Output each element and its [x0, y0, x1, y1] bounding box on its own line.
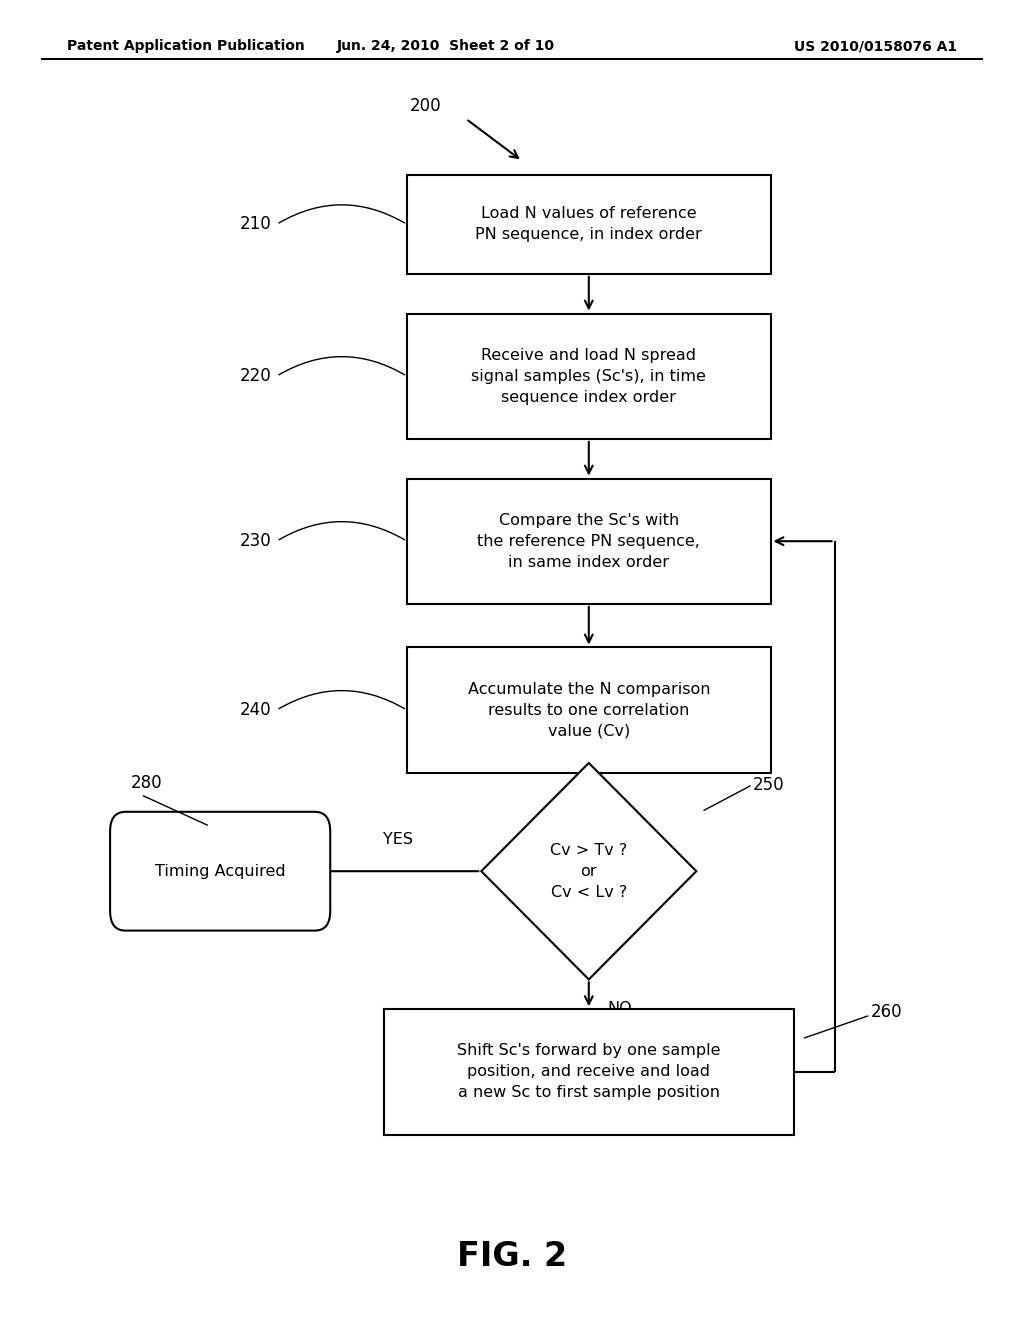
FancyBboxPatch shape	[407, 647, 770, 772]
Text: Jun. 24, 2010  Sheet 2 of 10: Jun. 24, 2010 Sheet 2 of 10	[337, 40, 554, 53]
Text: 280: 280	[131, 774, 162, 792]
Text: Load N values of reference
PN sequence, in index order: Load N values of reference PN sequence, …	[475, 206, 702, 243]
Text: 200: 200	[410, 96, 441, 115]
Text: 240: 240	[240, 701, 271, 719]
Text: NO: NO	[607, 1001, 632, 1015]
FancyBboxPatch shape	[407, 176, 770, 275]
Text: 210: 210	[240, 215, 271, 234]
Text: Patent Application Publication: Patent Application Publication	[67, 40, 304, 53]
FancyBboxPatch shape	[407, 314, 770, 438]
Text: 230: 230	[240, 532, 271, 550]
Polygon shape	[481, 763, 696, 979]
FancyBboxPatch shape	[111, 812, 330, 931]
Text: YES: YES	[383, 833, 413, 847]
Text: Timing Acquired: Timing Acquired	[155, 863, 286, 879]
FancyBboxPatch shape	[407, 479, 770, 605]
Text: Compare the Sc's with
the reference PN sequence,
in same index order: Compare the Sc's with the reference PN s…	[477, 512, 700, 570]
FancyBboxPatch shape	[384, 1008, 794, 1134]
Text: Cv > Tv ?
or
Cv < Lv ?: Cv > Tv ? or Cv < Lv ?	[550, 842, 628, 900]
Text: 220: 220	[240, 367, 271, 385]
Text: Shift Sc's forward by one sample
position, and receive and load
a new Sc to firs: Shift Sc's forward by one sample positio…	[457, 1043, 721, 1101]
Text: FIG. 2: FIG. 2	[457, 1241, 567, 1272]
Text: US 2010/0158076 A1: US 2010/0158076 A1	[795, 40, 957, 53]
Text: 260: 260	[870, 1003, 902, 1022]
Text: Accumulate the N comparison
results to one correlation
value (Cv): Accumulate the N comparison results to o…	[468, 681, 710, 739]
Text: 250: 250	[753, 776, 784, 793]
Text: Receive and load N spread
signal samples (Sc's), in time
sequence index order: Receive and load N spread signal samples…	[471, 347, 707, 405]
